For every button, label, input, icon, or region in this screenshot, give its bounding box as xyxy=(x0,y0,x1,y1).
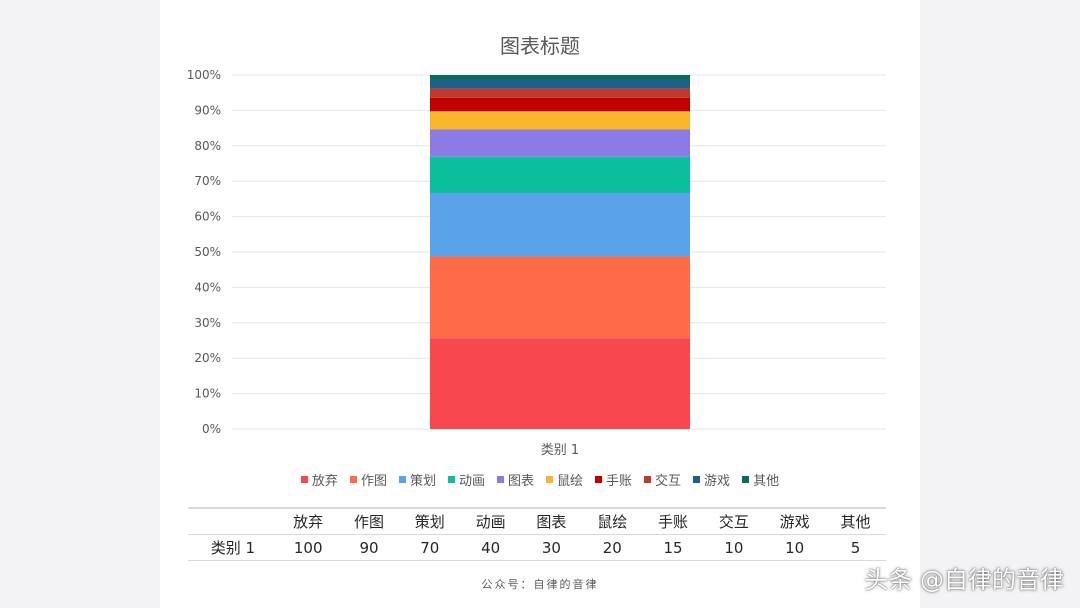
legend-item: 图表 xyxy=(496,470,534,489)
bar-segment xyxy=(430,156,690,193)
watermark: 头条 @自律的音律 xyxy=(864,566,1064,594)
table-cell: 5 xyxy=(825,534,886,561)
table-row-label: 类别 1 xyxy=(188,534,278,561)
legend-swatch xyxy=(693,476,701,483)
y-tick-label: 20% xyxy=(194,351,221,365)
legend-swatch xyxy=(595,476,603,483)
legend-item: 手账 xyxy=(595,470,632,489)
legend-item: 游戏 xyxy=(693,470,730,489)
chart-title: 图表标题 xyxy=(500,34,580,58)
legend-label: 动画 xyxy=(458,474,485,489)
legend-item: 作图 xyxy=(349,470,387,489)
bar-segment xyxy=(430,111,690,130)
y-tick-label: 90% xyxy=(194,103,221,117)
chart-legend: 放弃 作图 策划 动画 图表 鼠绘 手账 交互 游戏 其他 xyxy=(160,470,920,489)
y-tick-label: 0% xyxy=(202,422,221,436)
legend-swatch xyxy=(398,476,406,483)
legend-item: 鼠绘 xyxy=(546,470,583,489)
y-tick-label: 50% xyxy=(194,245,221,259)
legend-label: 放弃 xyxy=(311,474,338,489)
y-tick-label: 80% xyxy=(194,139,221,153)
legend-item: 交互 xyxy=(644,470,681,489)
table-header-cell: 策划 xyxy=(399,507,461,535)
legend-item: 策划 xyxy=(398,470,436,489)
legend-label: 图表 xyxy=(507,474,534,489)
legend-label: 手账 xyxy=(606,474,633,489)
table-cell: 90 xyxy=(338,534,400,561)
table-row: 类别 1 100 90 70 40 30 20 15 10 10 5 xyxy=(188,534,886,561)
table-header-cell: 鼠绘 xyxy=(581,507,643,535)
legend-label: 鼠绘 xyxy=(557,474,584,489)
y-tick-label: 30% xyxy=(194,316,221,330)
table-cell: 100 xyxy=(277,534,339,561)
legend-label: 策划 xyxy=(409,474,436,489)
legend-label: 游戏 xyxy=(704,474,731,489)
y-tick-label: 10% xyxy=(194,387,221,401)
table-cell: 20 xyxy=(581,534,643,561)
table-cell: 10 xyxy=(703,534,765,561)
footer-text: 公众号：自律的音律 xyxy=(481,578,599,591)
legend-item: 放弃 xyxy=(300,470,338,489)
table-header-cell: 交互 xyxy=(703,507,765,535)
legend-label: 其他 xyxy=(753,474,780,489)
legend-swatch xyxy=(447,476,455,483)
x-tick-label: 类别 1 xyxy=(541,443,579,458)
y-tick-label: 100% xyxy=(187,68,221,82)
y-tick-label: 60% xyxy=(194,210,221,224)
table-cell: 40 xyxy=(460,534,522,561)
legend-swatch xyxy=(644,476,652,483)
bar-segment xyxy=(430,79,690,89)
table-header-cell: 手账 xyxy=(642,507,704,535)
legend-item: 动画 xyxy=(447,470,485,489)
table-header-row: 放弃 作图 策划 动画 图表 鼠绘 手账 交互 游戏 其他 xyxy=(188,507,886,535)
table-corner-cell xyxy=(188,507,278,535)
bar-segment xyxy=(430,129,690,157)
legend-swatch xyxy=(742,476,750,483)
legend-label: 作图 xyxy=(360,474,387,489)
legend-swatch xyxy=(496,476,504,483)
table-cell: 10 xyxy=(764,534,826,561)
legend-swatch xyxy=(546,476,553,483)
y-tick-label: 70% xyxy=(194,174,221,188)
table-header-cell: 动画 xyxy=(460,507,522,535)
bar-segment xyxy=(430,256,690,339)
table-header-cell: 作图 xyxy=(338,507,400,535)
table-header-cell: 放弃 xyxy=(277,507,339,535)
legend-item: 其他 xyxy=(742,470,779,489)
bar-segment xyxy=(430,75,690,80)
bar-segment xyxy=(430,88,690,98)
data-table: 放弃 作图 策划 动画 图表 鼠绘 手账 交互 游戏 其他 类别 1 100 90 70 40 30 20 15… xyxy=(188,507,886,561)
bar-segment xyxy=(430,193,690,257)
table-header-cell: 游戏 xyxy=(764,507,826,535)
table-header-cell: 图表 xyxy=(521,507,582,535)
legend-label: 交互 xyxy=(655,474,682,489)
table-cell: 15 xyxy=(642,534,704,561)
bar-segment xyxy=(430,338,690,429)
table-cell: 70 xyxy=(399,534,461,561)
table-header-cell: 其他 xyxy=(825,507,886,535)
table-cell: 30 xyxy=(521,534,582,561)
legend-swatch xyxy=(300,476,308,483)
bar-segment xyxy=(430,97,690,112)
legend-swatch xyxy=(349,476,357,483)
y-tick-label: 40% xyxy=(194,280,221,294)
